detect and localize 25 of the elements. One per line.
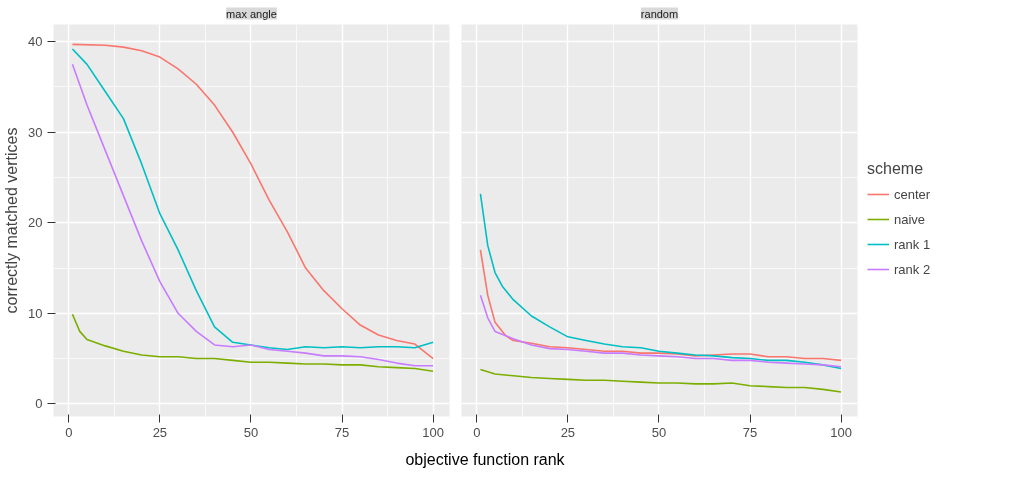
x-tick-label: 100 bbox=[422, 424, 444, 440]
x-tick-label: 25 bbox=[560, 424, 576, 440]
legend-label: rank 1 bbox=[894, 236, 931, 252]
x-tick-label: 50 bbox=[651, 424, 667, 440]
y-tick-label: 30 bbox=[28, 124, 43, 140]
x-tick-label: 0 bbox=[473, 424, 481, 440]
x-axis-title: objective function rank bbox=[405, 450, 565, 470]
x-tick-label: 75 bbox=[742, 424, 758, 440]
line-series bbox=[71, 313, 434, 373]
x-tick-label: 100 bbox=[830, 424, 852, 440]
chart-title: max angle bbox=[226, 7, 277, 20]
x-tick-label: 75 bbox=[334, 424, 350, 440]
y-tick-label: 0 bbox=[35, 396, 43, 412]
chart-title: random bbox=[640, 7, 679, 20]
y-tick-label: 20 bbox=[28, 215, 43, 231]
x-tick-label: 0 bbox=[65, 424, 73, 440]
x-tick-label: 50 bbox=[243, 424, 259, 440]
legend-label: rank 2 bbox=[894, 261, 931, 277]
x-tick-label: 25 bbox=[152, 424, 168, 440]
legend-label: naive bbox=[894, 211, 926, 227]
y-axis-title: correctly matched vertices bbox=[3, 127, 21, 314]
legend-label: center bbox=[894, 186, 931, 202]
y-tick-label: 40 bbox=[28, 34, 43, 50]
y-tick-label: 10 bbox=[28, 305, 43, 321]
legend-title: scheme bbox=[867, 160, 925, 178]
